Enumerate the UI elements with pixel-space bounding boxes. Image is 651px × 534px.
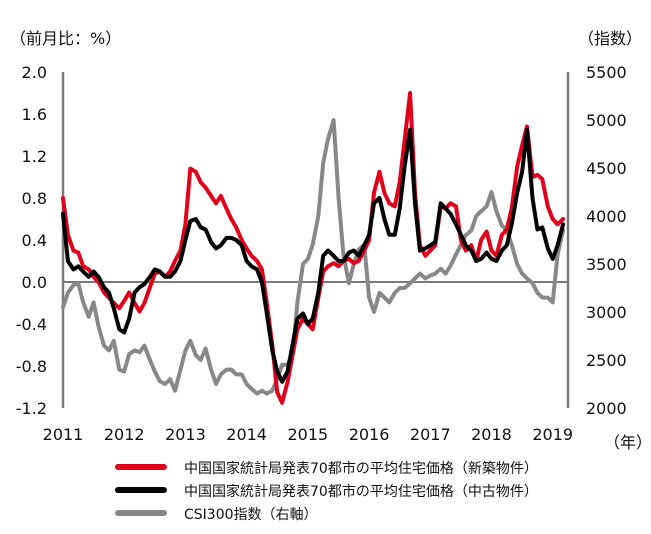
y-left-tick-label: 0.0	[22, 273, 47, 292]
x-tick-label: 2019	[532, 425, 573, 444]
y-left-tick-label: 1.6	[22, 105, 47, 124]
y-left-tick-label: 2.0	[22, 63, 47, 82]
x-tick-label: 2017	[410, 425, 451, 444]
x-tick-label: 2013	[165, 425, 206, 444]
x-tick-label: 2015	[287, 425, 328, 444]
legend-label: CSI300指数（右軸）	[184, 507, 318, 523]
legend: 中国国家統計局発表70都市の平均住宅価格（新築物件） 中国国家統計局発表70都市の…	[115, 460, 538, 523]
y-right-axis-label: （指数）	[578, 29, 642, 48]
y-left-tick-label: -0.4	[16, 315, 47, 334]
y-left-tick-label: 1.2	[22, 147, 47, 166]
y-left-tick-labels: 2.0 1.6 1.2 0.8 0.4 0.0 -0.4 -0.8 -1.2	[16, 63, 47, 418]
series-lines	[61, 91, 566, 405]
y-left-axis-label: （前月比：%）	[10, 29, 121, 48]
y-right-tick-label: 2500	[586, 351, 627, 370]
x-tick-label: 2016	[349, 425, 390, 444]
legend-label: 中国国家統計局発表70都市の平均住宅価格（中古物件）	[184, 483, 538, 500]
y-right-tick-label: 5500	[586, 63, 627, 82]
y-left-tick-label: 0.4	[22, 231, 47, 250]
y-left-tick-label: -0.8	[16, 357, 47, 376]
x-tick-label: 2014	[226, 425, 267, 444]
x-tick-labels: 2011 2012 2013 2014 2015 2016 2017 2018 2019	[43, 425, 573, 444]
y-right-tick-label: 5000	[586, 111, 627, 130]
x-tick-label: 2018	[471, 425, 512, 444]
x-tick-label: 2011	[43, 425, 84, 444]
y-left-tick-label: 0.8	[22, 189, 47, 208]
x-tick-label: 2012	[104, 425, 145, 444]
y-right-tick-labels: 5500 5000 4500 4000 3500 3000 2500 2000	[586, 63, 627, 418]
y-right-tick-label: 3500	[586, 255, 627, 274]
y-right-tick-label: 3000	[586, 303, 627, 322]
x-axis-unit-label: （年）	[604, 433, 651, 452]
y-left-tick-label: -1.2	[16, 399, 47, 418]
legend-label: 中国国家統計局発表70都市の平均住宅価格（新築物件）	[184, 460, 538, 477]
y-right-tick-label: 4500	[586, 159, 627, 178]
series-line-used-homes	[61, 127, 566, 384]
y-right-tick-label: 2000	[586, 399, 627, 418]
series-line-csi300	[61, 118, 566, 396]
series-line-new-homes	[61, 91, 566, 405]
y-right-tick-label: 4000	[586, 207, 627, 226]
